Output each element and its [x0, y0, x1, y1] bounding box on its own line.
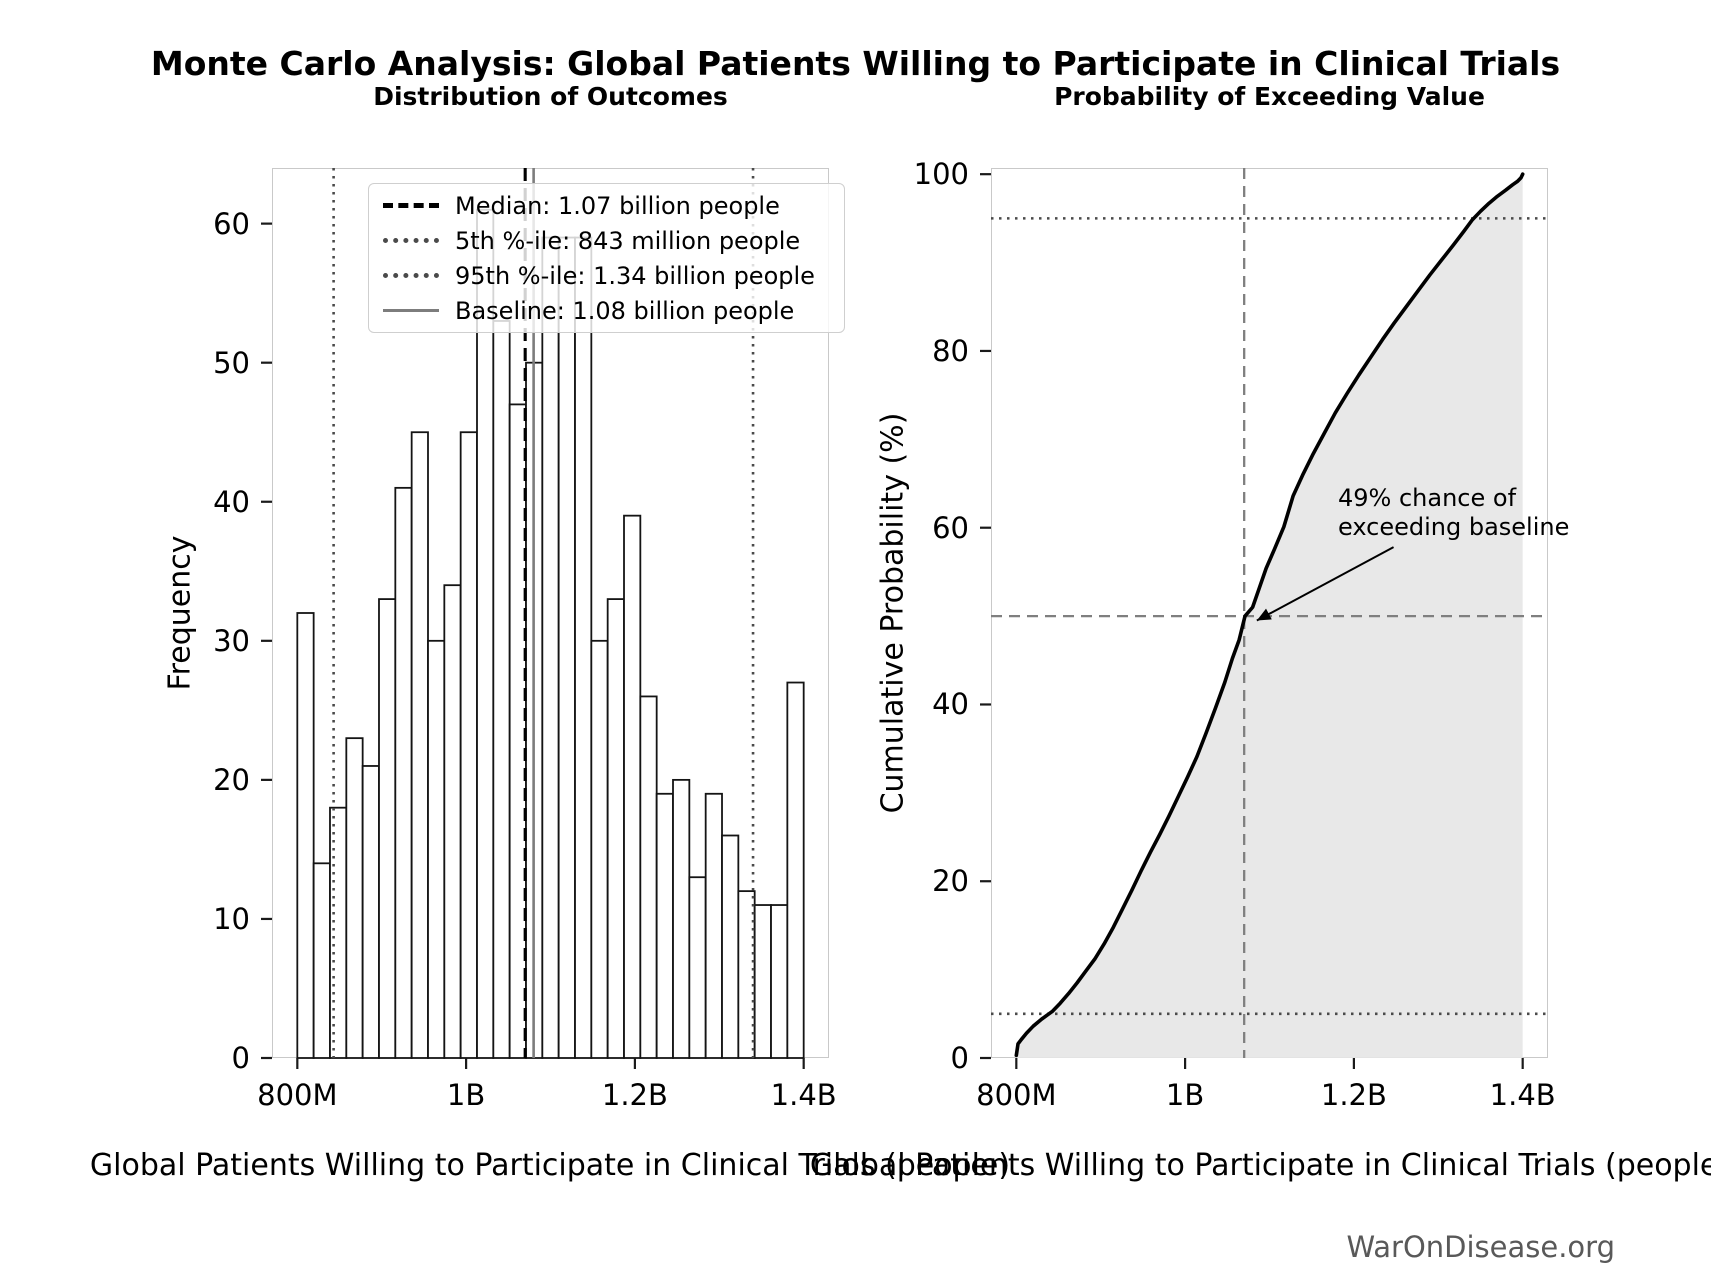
right-y-tick: 100 — [913, 157, 969, 192]
histogram-bar — [786, 681, 805, 1059]
left-y-tick: 50 — [213, 345, 250, 380]
histogram-bar — [590, 639, 609, 1059]
histogram-bar — [443, 584, 462, 1059]
histogram-bar — [410, 431, 429, 1059]
histogram-bar — [574, 236, 593, 1059]
histogram-bar — [508, 403, 527, 1059]
annotation-arrow-head — [1256, 608, 1272, 621]
annotation-line-2: exceeding baseline — [1338, 513, 1570, 541]
legend-row-baseline: Baseline: 1.08 billion people — [383, 293, 830, 328]
histogram-bar — [459, 431, 478, 1059]
percentile5-line-swatch — [383, 238, 439, 243]
histogram-bar — [345, 737, 364, 1059]
annotation-arrow-line — [1256, 546, 1395, 622]
histogram-bar — [541, 236, 560, 1059]
histogram-bar — [721, 834, 740, 1059]
histogram-bar — [672, 778, 691, 1059]
histogram-bar — [623, 514, 642, 1059]
histogram-bar — [606, 598, 625, 1059]
right-y-tick: 20 — [932, 864, 969, 899]
right-x-axis-label: Global Patients Willing to Participate i… — [809, 1148, 1711, 1183]
left-x-tick-labels: 800M 1B 1.2B 1.4B — [257, 1078, 837, 1118]
baseline-line-swatch — [383, 309, 439, 312]
left-y-tick: 60 — [213, 206, 250, 241]
watermark-text: WarOnDisease.org — [1346, 1230, 1615, 1264]
left-plot-title: Distribution of Outcomes — [373, 82, 728, 111]
right-y-tick: 40 — [932, 687, 969, 722]
left-x-tick: 1B — [446, 1078, 486, 1112]
right-plot-title: Probability of Exceeding Value — [1054, 82, 1485, 111]
legend-row-median: Median: 1.07 billion people — [383, 188, 830, 223]
legend-label-median: Median: 1.07 billion people — [455, 191, 780, 220]
histogram-bar — [427, 639, 446, 1059]
right-y-axis-label: Cumulative Probability (%) — [875, 412, 911, 814]
right-y-tick: 60 — [932, 510, 969, 545]
left-x-axis-label: Global Patients Willing to Participate i… — [89, 1148, 1011, 1183]
histogram-bar — [394, 486, 413, 1059]
histogram-bar — [704, 792, 723, 1059]
left-x-tick: 800M — [257, 1078, 338, 1112]
right-x-tick: 800M — [976, 1078, 1057, 1112]
legend-row-5th-percentile: 5th %-ile: 843 million people — [383, 223, 830, 258]
right-y-tick: 0 — [950, 1041, 969, 1075]
cdf-plot — [980, 168, 1548, 1069]
percentile95-line-swatch — [383, 273, 439, 278]
annotation-49-percent: 49% chance of exceeding baseline — [1338, 484, 1569, 542]
left-y-tick: 10 — [213, 901, 250, 936]
cdf-curve — [1014, 172, 1525, 1058]
histogram-bar — [655, 792, 674, 1059]
left-y-tick: 0 — [231, 1041, 250, 1075]
annotation-line-1: 49% chance of — [1338, 484, 1517, 512]
histogram-bar — [329, 806, 348, 1059]
legend-label-baseline: Baseline: 1.08 billion people — [455, 296, 795, 325]
left-y-axis-label: Frequency — [162, 535, 198, 691]
right-x-tick: 1B — [1165, 1078, 1205, 1112]
left-y-tick: 30 — [213, 623, 250, 658]
right-y-tick: 80 — [932, 333, 969, 368]
histogram-bar — [753, 904, 772, 1059]
legend-label-95th-percentile: 95th %-ile: 1.34 billion people — [455, 261, 815, 290]
figure-title: Monte Carlo Analysis: Global Patients Wi… — [150, 44, 1561, 83]
histogram-bar — [492, 320, 511, 1059]
histogram-bar — [476, 208, 495, 1059]
left-x-tick: 1.4B — [770, 1078, 837, 1112]
legend-row-95th-percentile: 95th %-ile: 1.34 billion people — [383, 258, 830, 293]
median-line-swatch — [383, 203, 439, 208]
histogram-bar — [557, 236, 576, 1059]
histogram-bar — [639, 695, 658, 1059]
legend: Median: 1.07 billion people 5th %-ile: 8… — [368, 183, 845, 333]
histogram-bar — [688, 876, 707, 1059]
left-y-tick: 20 — [213, 762, 250, 797]
histogram-bar — [296, 612, 315, 1059]
right-x-tick-labels: 800M 1B 1.2B 1.4B — [976, 1078, 1556, 1118]
left-y-tick: 40 — [213, 484, 250, 519]
histogram-bar — [770, 904, 789, 1059]
histogram-plot — [261, 168, 805, 1069]
histogram-bar — [312, 862, 331, 1059]
histogram-bar — [378, 598, 397, 1059]
legend-label-5th-percentile: 5th %-ile: 843 million people — [455, 226, 801, 255]
left-x-tick: 1.2B — [601, 1078, 668, 1112]
right-x-tick: 1.2B — [1320, 1078, 1387, 1112]
histogram-bar — [361, 765, 380, 1059]
right-x-tick: 1.4B — [1489, 1078, 1556, 1112]
